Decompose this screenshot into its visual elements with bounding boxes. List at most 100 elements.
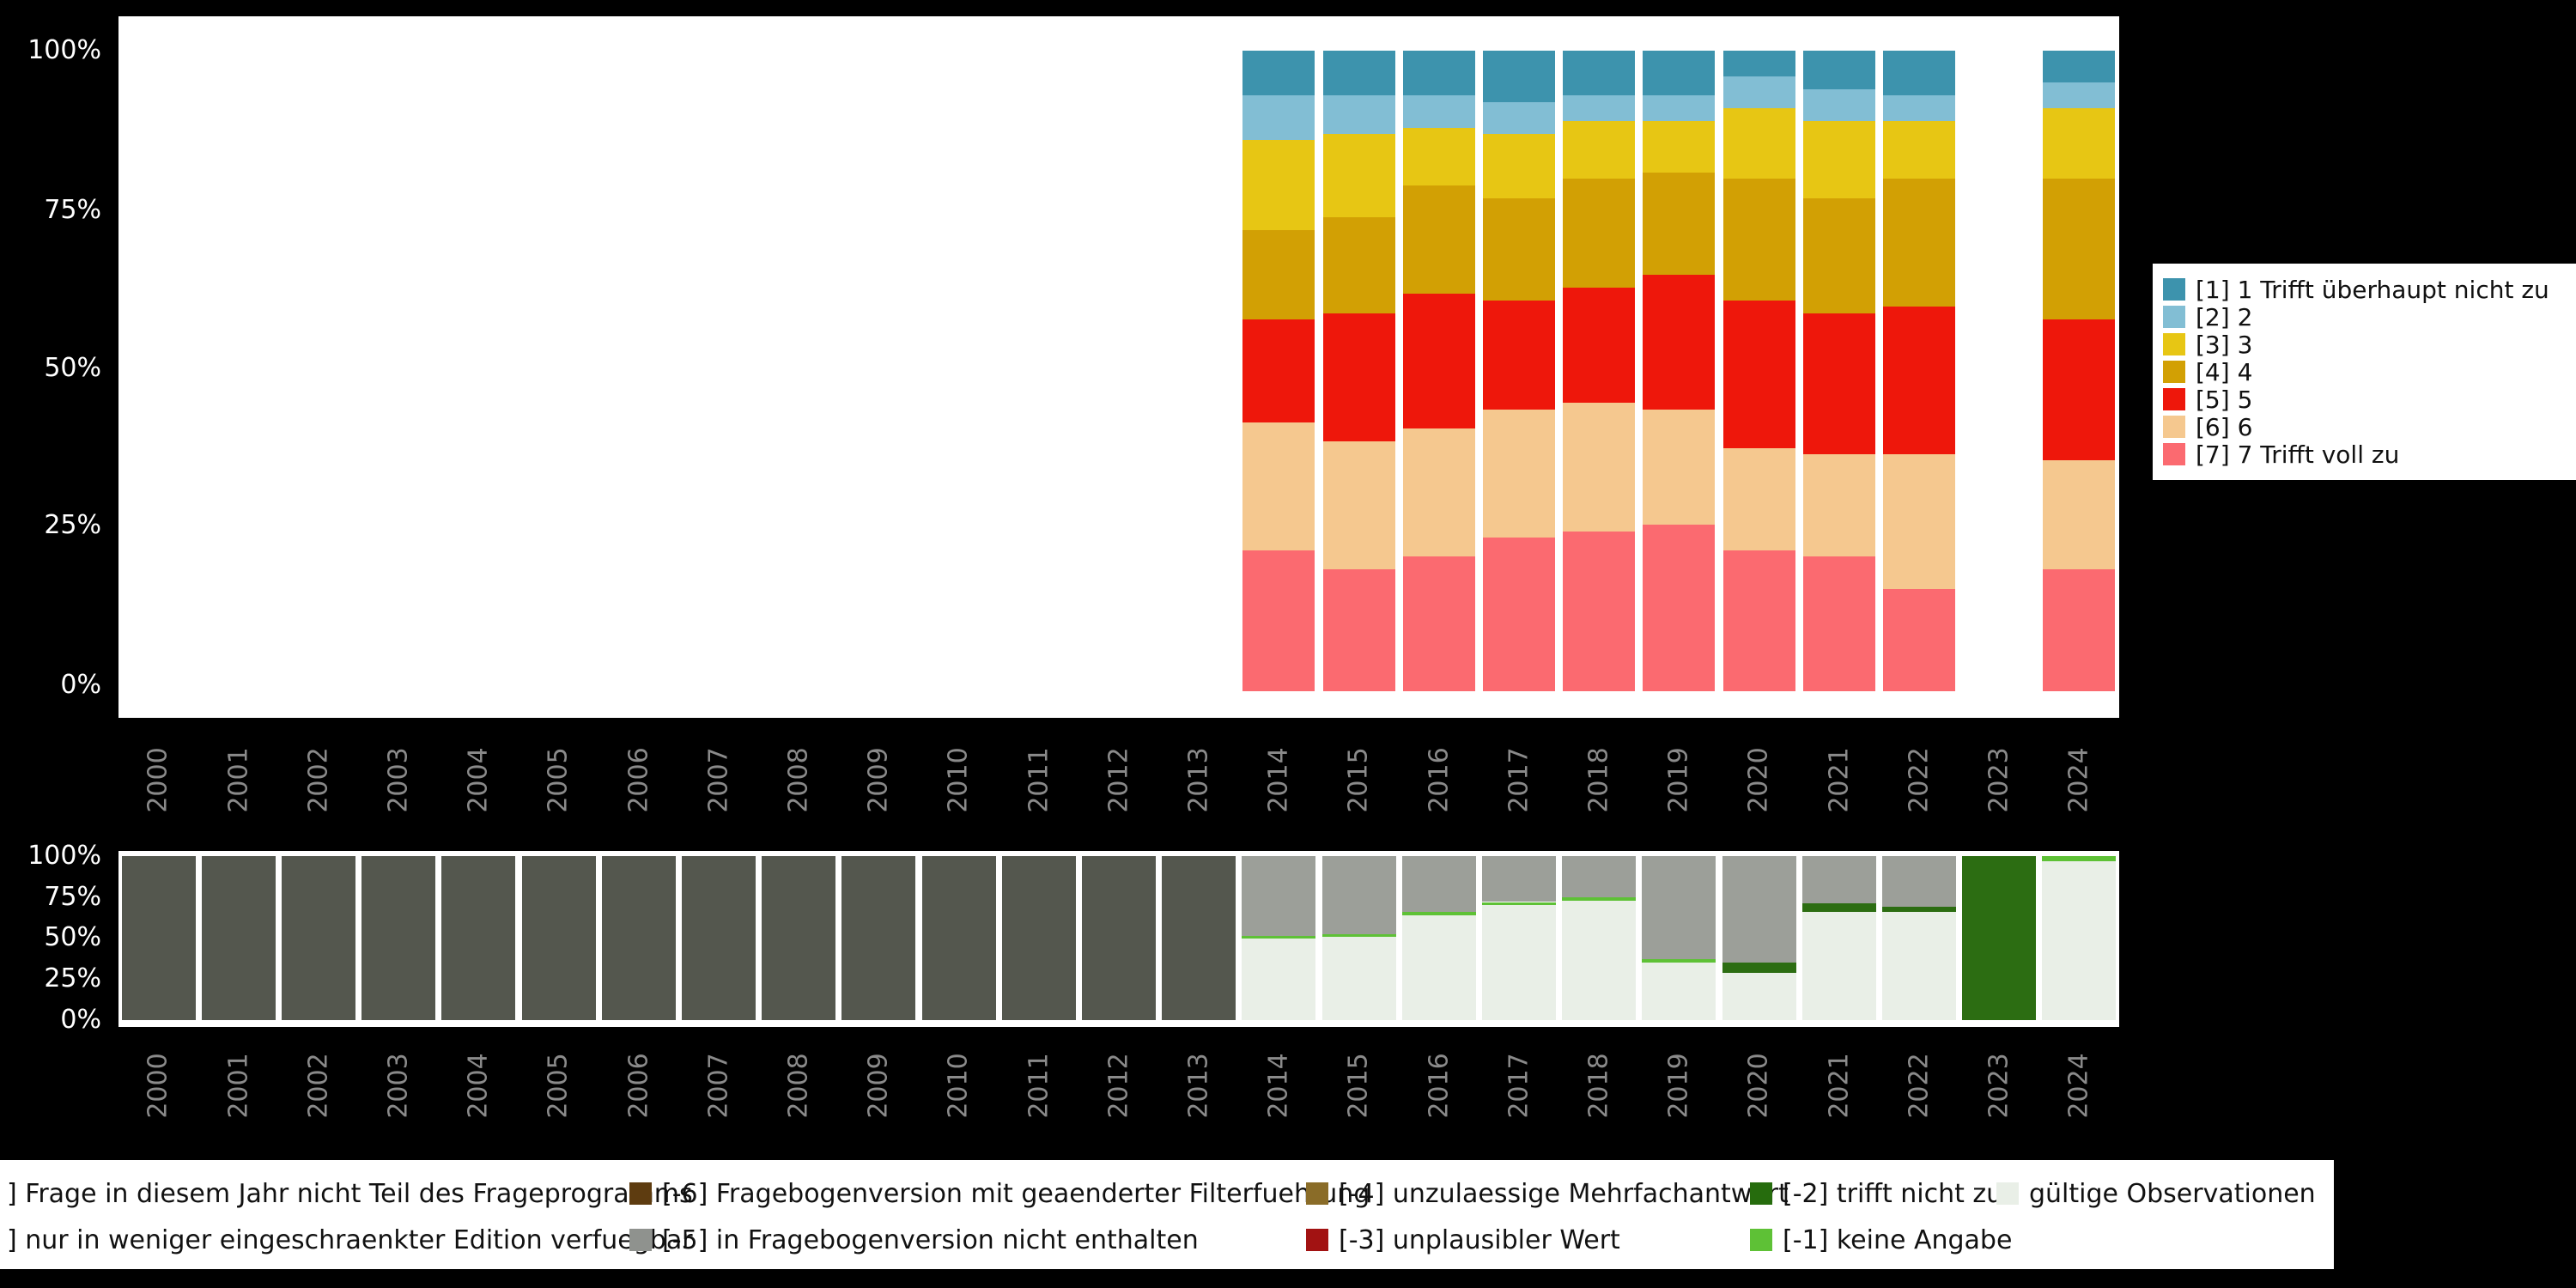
legend-label: [5] 5 — [2196, 385, 2253, 414]
segment-6 — [1483, 409, 1555, 538]
segment-5 — [1322, 313, 1395, 442]
segment-6 — [2043, 460, 2116, 570]
segment-trifft_nicht_zu — [1801, 903, 1876, 912]
segment-keine_angabe — [1401, 911, 1476, 915]
legend-item-3: [3] 3 — [2163, 331, 2566, 359]
segment-gueltig — [1242, 938, 1316, 1020]
bar-2018 — [1563, 16, 1636, 718]
missing-legend-label: [-2] trifft nicht zu — [1783, 1178, 2003, 1209]
missing-legend-item: [-6] Fragebogenversion mit geaenderter F… — [629, 1178, 1370, 1209]
segment-1 — [1643, 51, 1716, 96]
segment-nicht_enthalten — [1242, 856, 1316, 936]
segment-1 — [1802, 51, 1875, 89]
segment-4 — [1242, 229, 1315, 320]
legend-item-6: [6] 6 — [2163, 413, 2566, 441]
segment-nicht_enthalten — [1562, 856, 1637, 897]
missing-codes-legend: ] Frage in diesem Jahr nicht Teil des Fr… — [0, 1160, 2334, 1269]
bar-2003 — [361, 851, 436, 1027]
bar-2014 — [1242, 851, 1316, 1027]
segment-gueltig — [1722, 972, 1796, 1020]
segment-5 — [1643, 275, 1716, 410]
segment-keine_angabe — [2042, 856, 2117, 861]
segment-nicht_teil — [601, 856, 676, 1020]
bar-2015 — [1322, 16, 1395, 718]
missing-legend-item: [-4] unzulaessige Mehrfachantwort — [1306, 1178, 1789, 1209]
segment-1 — [1402, 51, 1475, 96]
segment-2 — [1883, 95, 1955, 122]
segment-7 — [2043, 569, 2116, 691]
segment-nicht_teil — [282, 856, 355, 1020]
bar-2020 — [1722, 851, 1796, 1027]
y-tick-label: 0% — [60, 1005, 101, 1035]
bar-2010 — [921, 851, 996, 1027]
segment-nicht_enthalten — [1401, 856, 1476, 912]
segment-4 — [1883, 179, 1955, 307]
legend-item-7: [7] 7 Trifft voll zu — [2163, 440, 2566, 469]
segment-1 — [1483, 51, 1555, 102]
segment-2 — [1242, 95, 1315, 141]
segment-6 — [1883, 453, 1955, 589]
bar-2013 — [1162, 851, 1236, 1027]
segment-4 — [1322, 216, 1395, 313]
answer-scale-legend: [1] 1 Trifft überhaupt nicht zu [2] 2 [3] … — [2153, 264, 2576, 480]
legend-item-4: [4] 4 — [2163, 358, 2566, 386]
legend-item-1: [1] 1 Trifft überhaupt nicht zu — [2163, 275, 2566, 304]
bar-2002 — [282, 851, 355, 1027]
segment-6 — [1242, 422, 1315, 550]
legend-label: [2] 2 — [2196, 302, 2253, 331]
segment-4 — [1483, 197, 1555, 301]
segment-4 — [1402, 185, 1475, 295]
segment-2 — [1402, 95, 1475, 128]
segment-6 — [1322, 441, 1395, 570]
legend-item-5: [5] 5 — [2163, 385, 2566, 414]
bar-2007 — [682, 851, 756, 1027]
bar-2021 — [1802, 16, 1875, 718]
missing-legend-label: [-5] in Fragebogenversion nicht enthalte… — [662, 1224, 1199, 1255]
segment-2 — [1563, 95, 1636, 122]
segment-keine_angabe — [1482, 902, 1556, 906]
segment-nicht_teil — [361, 856, 436, 1020]
segment-gueltig — [1801, 911, 1876, 1020]
segment-nicht_teil — [682, 856, 756, 1020]
segment-gueltig — [1562, 900, 1637, 1020]
segment-3 — [1722, 108, 1795, 179]
segment-nicht_enthalten — [1801, 856, 1876, 904]
missing-legend-label: [-6] Fragebogenversion mit geaenderter F… — [662, 1178, 1370, 1209]
segment-gueltig — [1482, 905, 1556, 1020]
legend-swatch-icon — [2163, 388, 2185, 410]
segment-7 — [1722, 550, 1795, 691]
missing-legend-label: ] nur in weniger eingeschraenkter Editio… — [7, 1224, 693, 1255]
segment-1 — [1563, 51, 1636, 96]
segment-gueltig — [2042, 860, 2117, 1020]
segment-3 — [1483, 134, 1555, 198]
segment-7 — [1802, 556, 1875, 691]
legend-swatch-icon — [1306, 1182, 1328, 1205]
legend-label: [1] 1 Trifft überhaupt nicht zu — [2196, 275, 2549, 304]
segment-6 — [1563, 403, 1636, 532]
y-tick-label: 50% — [44, 353, 101, 383]
legend-item-2: [2] 2 — [2163, 303, 2566, 331]
bar-2018 — [1562, 851, 1637, 1027]
bar-2022 — [1882, 851, 1956, 1027]
segment-2 — [1802, 88, 1875, 122]
y-tick-label: 75% — [44, 195, 101, 225]
missing-legend-label: [-1] keine Angabe — [1783, 1224, 2013, 1255]
segment-keine_angabe — [1642, 959, 1716, 963]
legend-swatch-icon — [1750, 1182, 1772, 1205]
segment-nicht_teil — [1082, 856, 1156, 1020]
legend-swatch-icon — [2163, 416, 2185, 438]
legend-swatch-icon — [629, 1229, 652, 1251]
bar-2019 — [1642, 851, 1716, 1027]
bar-2019 — [1643, 16, 1716, 718]
segment-7 — [1643, 525, 1716, 691]
y-tick-label: 25% — [44, 510, 101, 540]
legend-swatch-icon — [2163, 278, 2185, 301]
segment-3 — [1883, 121, 1955, 179]
segment-2 — [1722, 76, 1795, 109]
segment-5 — [2043, 319, 2116, 461]
segment-2 — [1322, 95, 1395, 134]
legend-swatch-icon — [2163, 361, 2185, 383]
segment-1 — [2043, 51, 2116, 83]
y-tick-label: 100% — [27, 35, 101, 65]
